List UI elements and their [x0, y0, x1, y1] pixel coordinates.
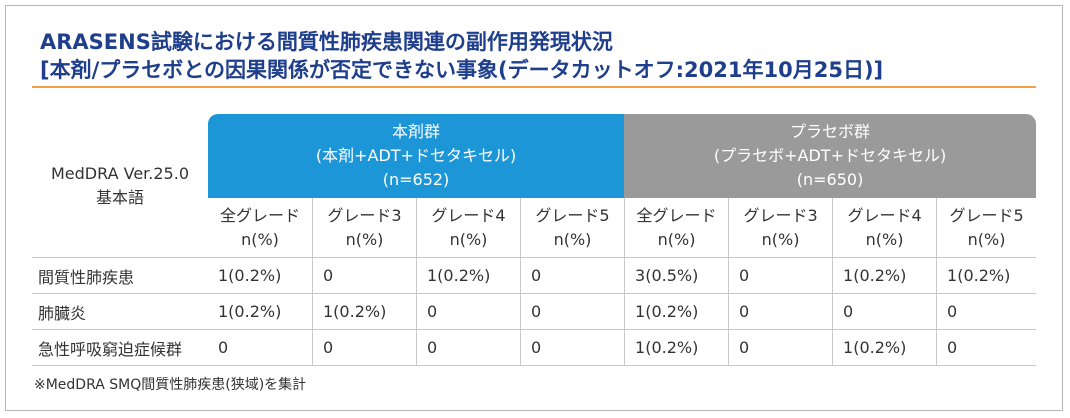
- table-cell: 0: [312, 330, 416, 366]
- table-cell: 0: [416, 294, 520, 330]
- table-cell: 1(0.2%): [416, 258, 520, 294]
- terminology-version: MedDRA Ver.25.0: [51, 163, 189, 183]
- grade-header: グレード3 n(%): [312, 198, 416, 258]
- grade-unit: n(%): [967, 229, 1006, 249]
- terminology-term: 基本語: [95, 187, 144, 207]
- footnote: ※MedDRA SMQ間質性肺疾患(狭域)を集計: [34, 377, 307, 393]
- row-label: 肺臓炎: [32, 294, 208, 330]
- grade-unit: n(%): [449, 229, 488, 249]
- row-label: 急性呼吸窮迫症候群: [32, 330, 208, 366]
- table-cell: 0: [520, 330, 625, 366]
- content-frame: ARASENS試験における間質性肺疾患関連の副作用発現状況 [本剤/プラセボとの…: [5, 5, 1063, 411]
- grade-header: グレード5 n(%): [936, 198, 1037, 258]
- grade-label: グレード3: [743, 205, 818, 225]
- table-cell: 1(0.2%): [832, 258, 937, 294]
- title-line-1: ARASENS試験における間質性肺疾患関連の副作用発現状況: [40, 30, 613, 54]
- grade-label: 全グレード: [219, 205, 300, 225]
- grade-label: 全グレード: [636, 205, 717, 225]
- placebo-group-n: (n=650): [796, 170, 864, 189]
- table-cell: 0: [416, 330, 520, 366]
- grade-header: グレード4 n(%): [832, 198, 937, 258]
- group-header-row: MedDRA Ver.25.0 基本語 本剤群 (本剤+ADT+ドセタキセル) …: [32, 114, 1037, 258]
- row-label: 間質性肺疾患: [32, 258, 208, 294]
- table-cell: 0: [312, 258, 416, 294]
- active-group-header: 本剤群 (本剤+ADT+ドセタキセル) (n=652): [208, 114, 625, 198]
- grade-header: 全グレード n(%): [208, 198, 312, 258]
- table-cell: 1(0.2%): [832, 330, 937, 366]
- grade-header: 全グレード n(%): [624, 198, 729, 258]
- table-cell: 1(0.2%): [624, 294, 729, 330]
- placebo-group-name: プラセボ群: [790, 122, 871, 141]
- table-cell: 0: [832, 294, 937, 330]
- table-row: 肺臓炎 1(0.2%) 1(0.2%) 0 0 1(0.2%) 0 0 0: [32, 294, 1037, 330]
- grade-unit: n(%): [657, 229, 696, 249]
- table-cell: 1(0.2%): [624, 330, 729, 366]
- table-row: 急性呼吸窮迫症候群 0 0 0 0 1(0.2%) 0 1(0.2%) 0: [32, 330, 1037, 366]
- grade-header-row: 全グレード n(%) グレード3 n(%) グレード4 n(%) グレード5 n(%) …: [32, 198, 1037, 258]
- table-cell: 0: [936, 294, 1037, 330]
- grade-unit: n(%): [761, 229, 800, 249]
- table-cell: 0: [936, 330, 1037, 366]
- grade-header: グレード4 n(%): [416, 198, 520, 258]
- grade-unit: n(%): [241, 229, 279, 249]
- active-group-regimen: (本剤+ADT+ドセタキセル): [315, 146, 517, 165]
- title-divider: [32, 86, 1036, 88]
- grade-unit: n(%): [865, 229, 904, 249]
- grade-label: グレード3: [327, 205, 402, 225]
- active-group-name: 本剤群: [392, 122, 441, 141]
- table-cell: 0: [728, 258, 833, 294]
- placebo-group-header: プラセボ群 (プラセボ+ADT+ドセタキセル) (n=650): [624, 114, 1037, 198]
- placebo-group-regimen: (プラセボ+ADT+ドセタキセル): [713, 146, 947, 165]
- grade-header: グレード5 n(%): [520, 198, 625, 258]
- table-cell: 0: [520, 258, 625, 294]
- grade-header: グレード3 n(%): [728, 198, 833, 258]
- active-group-n: (n=652): [382, 170, 450, 189]
- grade-unit: n(%): [553, 229, 592, 249]
- table-cell: 0: [728, 330, 833, 366]
- grade-label: グレード5: [535, 205, 610, 225]
- page-title: ARASENS試験における間質性肺疾患関連の副作用発現状況 [本剤/プラセボとの…: [40, 28, 883, 84]
- table-row: 間質性肺疾患 1(0.2%) 0 1(0.2%) 0 3(0.5%) 0 1(0…: [32, 258, 1037, 294]
- title-line-2: [本剤/プラセボとの因果関係が否定できない事象(データカットオフ:2021年10…: [40, 58, 884, 82]
- terminology-header: MedDRA Ver.25.0 基本語: [32, 114, 208, 258]
- table-cell: 1(0.2%): [936, 258, 1037, 294]
- grade-label: グレード4: [431, 205, 506, 225]
- table-cell: 0: [728, 294, 833, 330]
- table-cell: 1(0.2%): [208, 294, 312, 330]
- table-cell: 0: [520, 294, 625, 330]
- grade-unit: n(%): [345, 229, 384, 249]
- adverse-events-table: MedDRA Ver.25.0 基本語 本剤群 (本剤+ADT+ドセタキセル) …: [32, 114, 1037, 366]
- grade-label: グレード5: [949, 205, 1024, 225]
- table-cell: 3(0.5%): [624, 258, 729, 294]
- table-cell: 1(0.2%): [312, 294, 416, 330]
- table-cell: 1(0.2%): [208, 258, 312, 294]
- table-cell: 0: [208, 330, 312, 366]
- grade-label: グレード4: [847, 205, 922, 225]
